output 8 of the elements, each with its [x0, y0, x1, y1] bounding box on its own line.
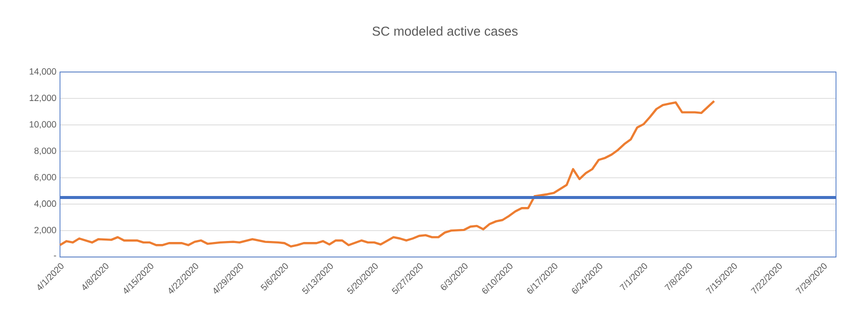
y-tick-label: 10,000 — [30, 121, 56, 129]
y-tick-label: 14,000 — [30, 68, 56, 76]
y-tick-label: 6,000 — [34, 174, 56, 182]
chart-title: SC modeled active cases — [372, 26, 518, 36]
y-tick-label: 2,000 — [34, 226, 56, 234]
y-tick-label: 4,000 — [34, 200, 56, 208]
y-tick-label: 12,000 — [30, 94, 56, 102]
y-tick-label: 8,000 — [34, 148, 56, 155]
